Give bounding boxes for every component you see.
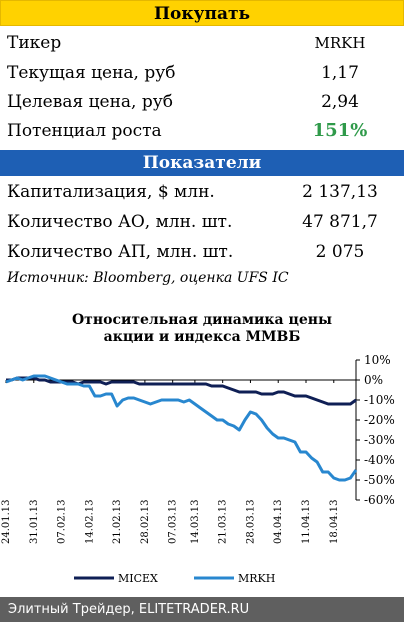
chart-title-line-1: Относительная динамика цены (71, 312, 333, 328)
x-tick-label: 07.02.13 (57, 499, 68, 544)
legend-label-mrkh: MRKH (238, 572, 275, 585)
x-tick-label: 28.03.13 (245, 499, 256, 544)
ticker-label: Тикер (7, 33, 62, 53)
capitalization-value: 2 137,13 (302, 182, 378, 202)
upside-row: Потенциал роста 151% (0, 116, 404, 146)
x-tick-label: 14.03.13 (190, 499, 201, 544)
common-shares-value: 47 871,7 (302, 212, 378, 232)
indicators-header: Показатели (0, 150, 404, 176)
chart-title-line-2: акции и индекса ММВБ (103, 329, 301, 345)
y-tick-label: -50% (364, 473, 395, 487)
footer-credit: Элитный Трейдер, ELITETRADER.RU (0, 597, 404, 622)
x-tick-label: 11.04.13 (301, 499, 312, 544)
series-line-mrkh (5, 374, 358, 482)
y-tick-label: -40% (364, 453, 395, 467)
x-tick-label: 21.03.13 (218, 499, 229, 544)
buy-header: Покупать (0, 0, 404, 26)
upside-value: 151% (312, 120, 368, 141)
chart-title: Относительная динамика цены акции и инде… (0, 312, 404, 346)
y-tick-label: 10% (364, 353, 391, 367)
ticker-row: Тикер MRKH (0, 28, 404, 58)
target-price-row: Целевая цена, руб 2,94 (0, 87, 404, 117)
y-tick-label: -20% (364, 413, 395, 427)
ticker-value: MRKH (314, 34, 366, 52)
x-tick-label: 24.01.13 (1, 499, 12, 544)
y-tick-label: -10% (364, 393, 395, 407)
y-tick-label: -30% (364, 433, 395, 447)
x-tick-label: 18.04.13 (329, 499, 340, 544)
target-price-label: Целевая цена, руб (7, 92, 173, 112)
x-tick-label: 07.03.13 (168, 499, 179, 544)
legend-label-micex: MICEX (118, 572, 158, 585)
x-tick-label: 14.02.13 (84, 499, 95, 544)
y-tick-label: 0% (364, 373, 383, 387)
source-note: Источник: Bloomberg, оценка UFS IC (7, 270, 289, 286)
common-shares-row: Количество АО, млн. шт. 47 871,7 (0, 207, 404, 237)
price-chart: 10% 0% -10% -20% -30% -40% -50% -60% 24.01.13 31.… (1, 353, 395, 585)
preferred-shares-row: Количество АП, млн. шт. 2 075 (0, 237, 404, 267)
preferred-shares-value: 2 075 (315, 242, 365, 262)
common-shares-label: Количество АО, млн. шт. (7, 212, 233, 232)
target-price-value: 2,94 (321, 92, 359, 112)
x-tick-label: 28.02.13 (140, 499, 151, 544)
x-tick-label: 04.04.13 (273, 499, 284, 544)
x-tick-label: 21.02.13 (112, 499, 123, 544)
preferred-shares-label: Количество АП, млн. шт. (7, 242, 234, 262)
capitalization-row: Капитализация, $ млн. 2 137,13 (0, 177, 404, 207)
capitalization-label: Капитализация, $ млн. (7, 182, 215, 202)
upside-label: Потенциал роста (7, 121, 162, 141)
y-tick-label: -60% (364, 493, 395, 507)
current-price-row: Текущая цена, руб 1,17 (0, 58, 404, 88)
current-price-value: 1,17 (321, 63, 359, 83)
x-tick-label: 31.01.13 (29, 499, 40, 544)
current-price-label: Текущая цена, руб (7, 63, 176, 83)
